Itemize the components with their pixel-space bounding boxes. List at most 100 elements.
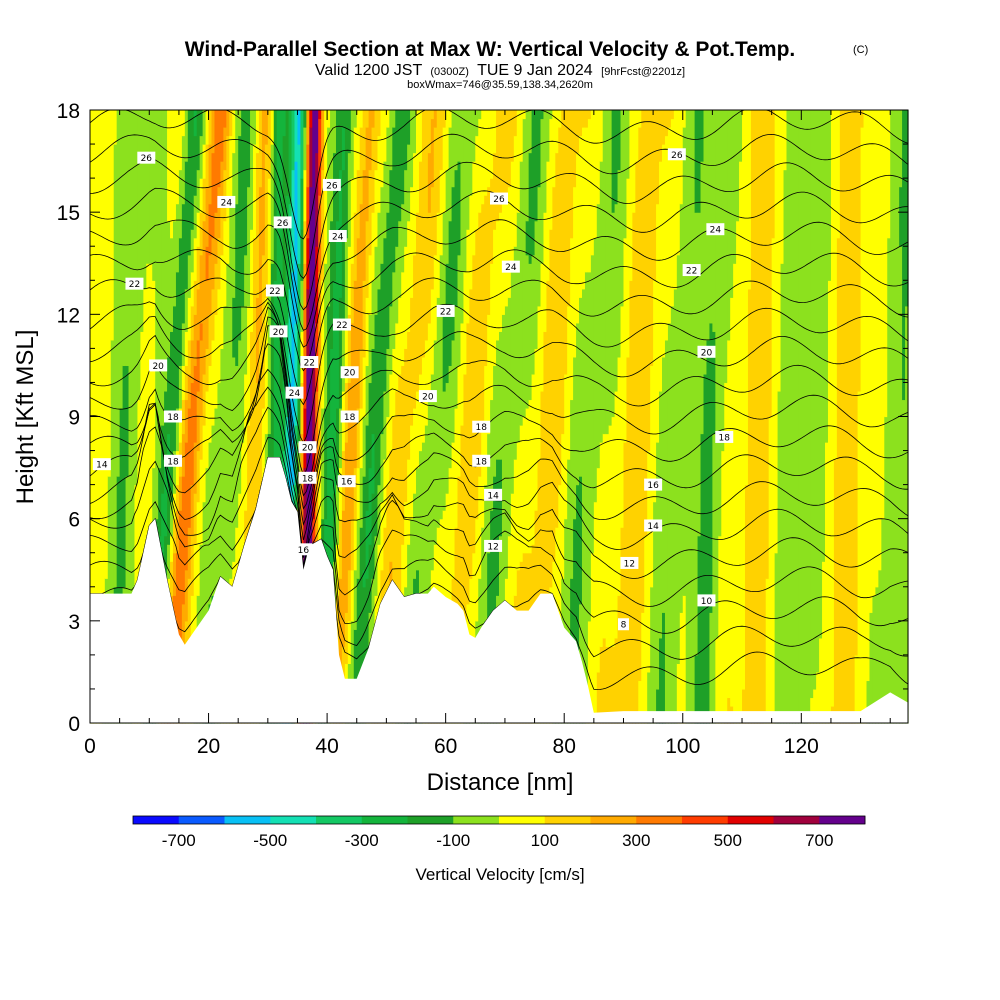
velocity-cell: [816, 110, 820, 673]
velocity-cell: [238, 135, 242, 341]
velocity-cell: [333, 561, 337, 613]
velocity-cell: [196, 339, 201, 392]
velocity-cell: [178, 476, 183, 511]
velocity-cell: [303, 110, 307, 128]
forecast-info: [9hrFcst@2201z]: [601, 66, 685, 78]
velocity-cell: [288, 203, 293, 290]
velocity-cell: [427, 110, 432, 154]
contour-label-bg: [149, 359, 168, 372]
velocity-cell: [404, 246, 408, 349]
velocity-cell: [181, 433, 186, 477]
velocity-cell: [392, 348, 396, 418]
velocity-cell: [202, 373, 207, 426]
velocity-cell: [418, 450, 423, 724]
contour-label-bg: [125, 277, 144, 290]
contour-label: 26: [273, 216, 292, 229]
velocity-cell: [333, 280, 337, 494]
velocity-cell: [359, 467, 364, 528]
contour-label: 24: [706, 223, 725, 236]
velocity-cell: [573, 518, 577, 699]
velocity-cell: [783, 169, 788, 724]
velocity-cell: [584, 110, 589, 128]
velocity-cell: [368, 314, 373, 384]
y-axis-title: Height [Kft MSL]: [12, 330, 39, 505]
velocity-cell: [172, 552, 177, 596]
colorbar-swatch: [224, 816, 271, 824]
colorbar-swatch: [270, 816, 317, 824]
velocity-cell: [736, 220, 740, 724]
velocity-cell: [795, 110, 799, 724]
velocity-cell: [303, 407, 307, 469]
velocity-cell: [371, 280, 376, 349]
velocity-cell: [164, 390, 168, 460]
velocity-cell: [647, 110, 651, 452]
velocity-cell: [270, 144, 275, 264]
velocity-cell: [887, 237, 891, 724]
velocity-cell: [448, 220, 453, 367]
velocity-cell: [137, 110, 141, 401]
velocity-cell: [576, 484, 580, 665]
contour-label: 20: [298, 441, 317, 454]
velocity-cell: [164, 535, 168, 588]
velocity-cell: [359, 203, 364, 349]
velocity-cell: [558, 484, 562, 639]
contour-label-bg: [332, 318, 351, 331]
velocity-cell: [656, 442, 660, 690]
velocity-cell: [223, 127, 227, 171]
chart-subtitle: Valid 1200 JST (0300Z) TUE 9 Jan 2024 [9…: [315, 62, 685, 79]
velocity-cell: [801, 110, 805, 724]
velocity-cell: [727, 697, 731, 724]
velocity-cell: [178, 169, 183, 239]
velocity-cell: [712, 110, 716, 332]
velocity-cell: [193, 365, 198, 443]
velocity-cell: [430, 373, 435, 571]
velocity-cell: [700, 433, 705, 724]
colorbar-frame: [132, 815, 866, 825]
contour-label-bg: [137, 151, 156, 164]
velocity-cell: [653, 501, 657, 724]
contour-label-text: 18: [475, 423, 487, 433]
theta-contour: [89, 219, 909, 348]
velocity-cell: [499, 331, 503, 460]
velocity-cell: [810, 110, 814, 699]
velocity-cell: [712, 331, 716, 435]
velocity-cell: [442, 127, 447, 213]
velocity-cell: [238, 339, 242, 494]
velocity-cell: [356, 110, 361, 171]
velocity-cell: [110, 110, 115, 341]
velocity-cell: [365, 578, 370, 656]
velocity-cell: [175, 110, 180, 205]
velocity-cell: [543, 331, 548, 605]
contour-label: 26: [490, 192, 508, 205]
velocity-cell: [211, 288, 216, 341]
velocity-cell: [721, 450, 725, 724]
velocity-cell: [297, 110, 302, 145]
velocity-cell: [140, 110, 144, 332]
velocity-cell: [362, 356, 367, 418]
terrain-mask: [90, 457, 908, 723]
velocity-cell: [321, 169, 325, 281]
velocity-cell: [433, 254, 438, 341]
velocity-cell: [807, 110, 811, 716]
velocity-cell: [442, 390, 447, 511]
velocity-cell: [484, 195, 488, 367]
velocity-cell: [178, 237, 183, 367]
velocity-cell: [638, 127, 642, 682]
velocity-cell: [620, 110, 625, 307]
velocity-cell: [190, 229, 195, 273]
velocity-cell: [300, 178, 304, 230]
velocity-cell: [427, 152, 432, 213]
velocity-cell: [338, 110, 343, 171]
theta-contour: [89, 437, 909, 607]
contour-label: 20: [269, 325, 288, 338]
velocity-cell: [579, 297, 583, 477]
velocity-cell: [193, 544, 198, 673]
velocity-cell: [279, 322, 284, 392]
velocity-cell: [389, 305, 393, 375]
velocity-cell: [306, 110, 310, 145]
velocity-cell: [664, 135, 669, 341]
velocity-cell: [383, 459, 387, 528]
velocity-cell: [119, 110, 124, 409]
velocity-cell: [460, 110, 465, 324]
velocity-cell: [172, 518, 177, 554]
